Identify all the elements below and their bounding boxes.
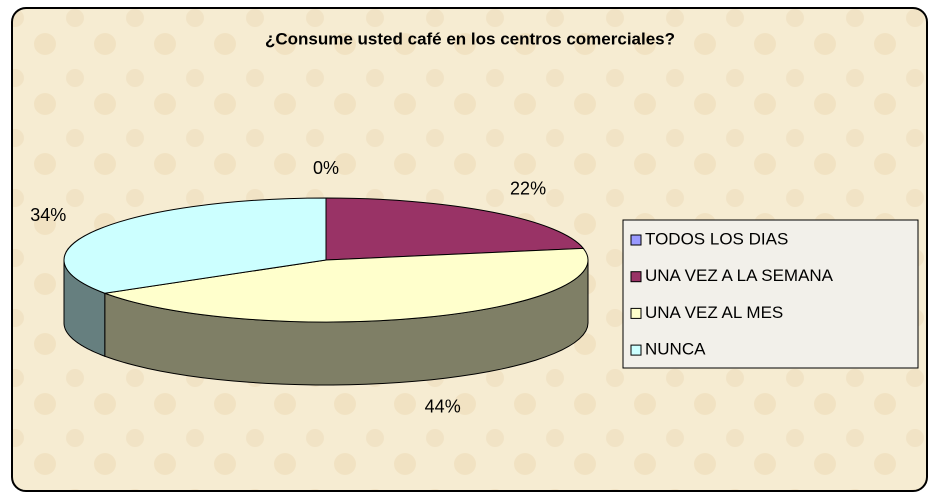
legend-label: NUNCA	[645, 340, 706, 359]
legend-label: TODOS LOS DIAS	[645, 229, 788, 248]
data-label: 22%	[510, 179, 546, 199]
data-label: 34%	[30, 205, 66, 225]
legend-label: UNA VEZ AL MES	[645, 303, 783, 322]
legend-swatch	[630, 344, 642, 356]
legend-label: UNA VEZ A LA SEMANA	[645, 266, 834, 285]
legend-swatch	[630, 234, 642, 246]
pie-slice	[104, 247, 589, 323]
legend-swatch	[630, 271, 642, 283]
data-label: 44%	[425, 396, 461, 416]
legend-box	[622, 219, 919, 369]
legend-swatch	[630, 307, 642, 319]
pie-slice	[325, 197, 585, 261]
pie-slice	[63, 197, 327, 294]
data-label: 0%	[313, 158, 339, 178]
chart-title: ¿Consume usted café en los centros comer…	[265, 29, 675, 48]
